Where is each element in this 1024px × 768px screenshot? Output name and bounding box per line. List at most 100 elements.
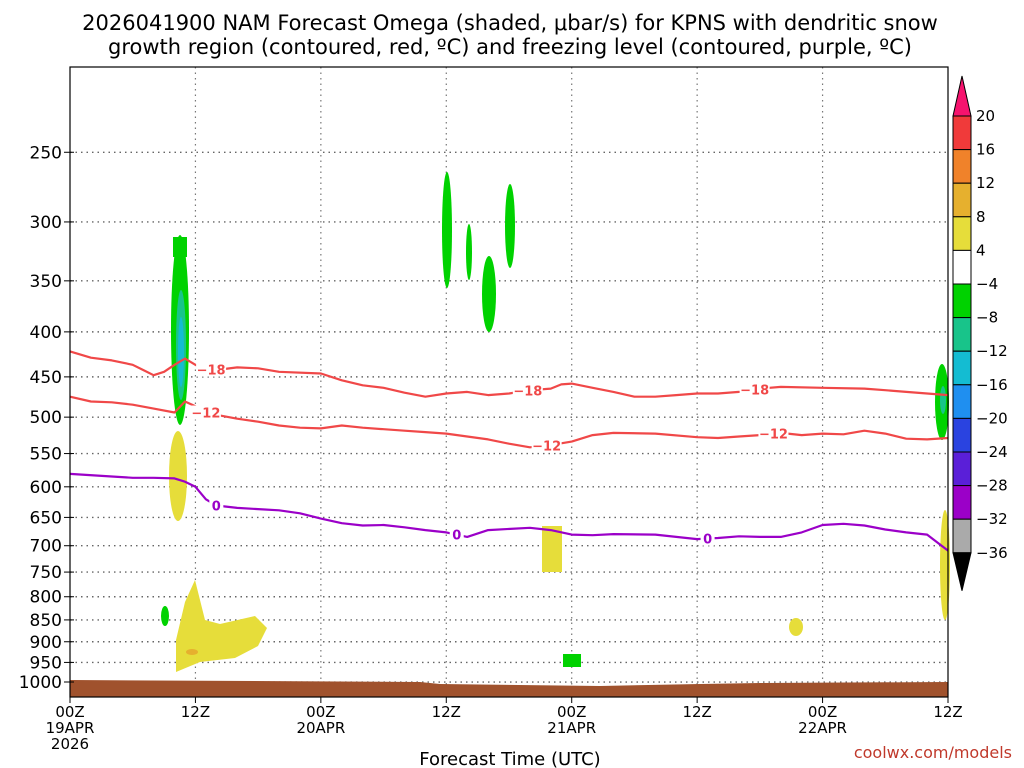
contour-label-bg (449, 527, 464, 542)
chart-title-line1: 2026041900 NAM Forecast Omega (shaded, μ… (82, 11, 938, 35)
colorbar-label: −24 (976, 443, 1008, 461)
x-tick-label: 00Z (808, 703, 837, 721)
x-tick-label: 00Z (557, 703, 586, 721)
omega-green-blob (161, 606, 169, 626)
chart-title-line2: growth region (contoured, red, ºC) and f… (108, 35, 912, 59)
colorbar-cap-bottom (952, 552, 972, 591)
colorbar-segment (952, 283, 972, 319)
terrain-ground (70, 680, 948, 697)
y-tick-label: 950 (30, 653, 62, 673)
colorbar-segment (952, 115, 972, 151)
contour-label-bg (700, 531, 715, 546)
contour-label: −18 (740, 383, 769, 398)
omega-green-blob (442, 172, 452, 288)
omega-green-blob (482, 256, 496, 332)
colorbar-segment (952, 350, 972, 386)
y-tick-label: 700 (30, 537, 62, 557)
contour-label-bg (758, 426, 789, 441)
x-tick-label: 20APR (296, 719, 345, 737)
contour-label: −12 (191, 407, 220, 422)
contour-label-bg (196, 362, 227, 377)
colorbar-segment (952, 216, 972, 251)
contour-label: −18 (197, 364, 226, 379)
contour-label: −18 (513, 385, 542, 400)
y-tick-label: 750 (30, 563, 62, 583)
omega-orange-spot (186, 649, 198, 655)
x-tick-label: 2026 (51, 735, 89, 753)
contour-line-0 (69, 472, 949, 552)
contour-label-bg (739, 382, 770, 397)
y-tick-label: 400 (30, 323, 62, 343)
colorbar-label: −12 (976, 342, 1008, 360)
colorbar-label: 4 (976, 241, 986, 259)
y-tick-label: 650 (30, 508, 62, 528)
colorbar-segment (952, 417, 972, 453)
x-tick-label: 12Z (933, 703, 962, 721)
contour-label-bg (512, 383, 543, 398)
omega-green-blob (505, 184, 515, 268)
colorbar-segment (952, 384, 972, 419)
omega-yellow-blob (176, 580, 267, 672)
contour-label-bg (190, 405, 221, 420)
omega-yellow-blob (789, 618, 803, 636)
omega-green-top (173, 237, 187, 257)
colorbar-label: 8 (976, 208, 986, 226)
contour-label-bg (209, 498, 224, 513)
gridlines (70, 67, 948, 697)
colorbar-segment (952, 485, 972, 520)
omega-yellow-blob (169, 431, 187, 521)
colorbar-label: −8 (976, 309, 998, 327)
colorbar-segment (952, 182, 972, 218)
x-tick-label: 12Z (181, 703, 210, 721)
y-tick-label: 500 (30, 408, 62, 428)
colorbar-label: 16 (976, 141, 995, 159)
y-tick-label: 350 (30, 272, 62, 292)
y-tick-label: 550 (30, 445, 62, 465)
x-tick-label: 22APR (798, 719, 847, 737)
plot-background (70, 67, 948, 697)
y-tick-label: 300 (30, 213, 62, 233)
colorbar: 20 16 12 8 4 −4 −8 −12 −16 −20 −24 −28 −32 −36 (952, 75, 1008, 591)
y-tick-label: 800 (30, 588, 62, 608)
contour-lines: −18 −18 −18 −12 −12 −12 0 0 0 (69, 350, 949, 552)
x-tick-label: 12Z (682, 703, 711, 721)
colorbar-label: 12 (976, 174, 995, 192)
contour-label-bg (531, 438, 562, 453)
plot-area: −18 −18 −18 −12 −12 −12 0 0 0 (69, 66, 950, 698)
y-tick-label: 850 (30, 611, 62, 631)
y-tick-label: 450 (30, 368, 62, 388)
contour-label: 0 (703, 533, 712, 548)
x-tick-label: 00Z (55, 703, 84, 721)
colorbar-segment (952, 518, 972, 554)
contour-label: 0 (452, 529, 461, 544)
colorbar-label: −16 (976, 376, 1008, 394)
contour-label: −12 (759, 428, 788, 443)
x-axis-label: Forecast Time (UTC) (419, 749, 600, 768)
x-tick-label: 21APR (547, 719, 596, 737)
colorbar-label: 20 (976, 107, 995, 125)
omega-teal-blob (940, 386, 946, 414)
x-tick-label: 19APR (46, 719, 95, 737)
y-tick-label: 600 (30, 478, 62, 498)
omega-green-blob (563, 654, 581, 667)
plot-frame (69, 66, 949, 698)
x-tick-label: 00Z (306, 703, 335, 721)
colorbar-label: −20 (976, 409, 1008, 427)
colorbar-segment (952, 317, 972, 352)
colorbar-label: −28 (976, 477, 1008, 495)
y-tick-label: 250 (30, 143, 62, 163)
colorbar-label: −4 (976, 275, 998, 293)
colorbar-segment (952, 249, 972, 285)
colorbar-label: −32 (976, 510, 1008, 528)
colorbar-segment (952, 451, 972, 487)
y-tick-label: 900 (30, 633, 62, 653)
contour-label: −12 (532, 440, 561, 455)
omega-green-blob (466, 224, 472, 280)
contour-label: 0 (212, 499, 221, 514)
x-tick-label: 12Z (432, 703, 461, 721)
omega-cyan-blob (178, 317, 184, 387)
omega-yellow-blob (542, 526, 562, 572)
colorbar-segment (952, 149, 972, 184)
